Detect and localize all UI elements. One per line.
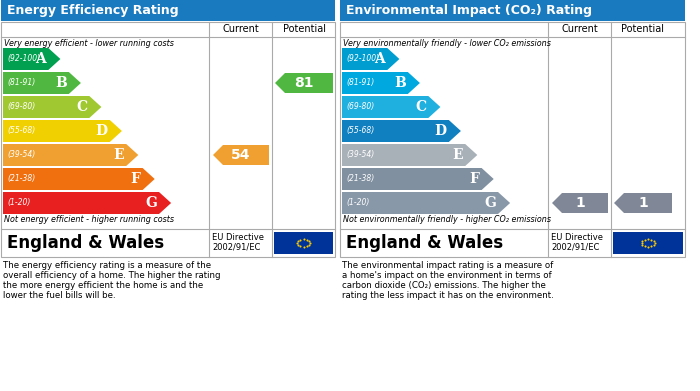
Text: B: B <box>55 76 66 90</box>
Text: Energy Efficiency Rating: Energy Efficiency Rating <box>7 4 178 17</box>
Text: F: F <box>131 172 141 186</box>
Bar <box>274 232 333 254</box>
Text: Potential: Potential <box>622 25 664 34</box>
Text: 1: 1 <box>638 196 648 210</box>
Polygon shape <box>3 72 81 94</box>
Text: Environmental Impact (CO₂) Rating: Environmental Impact (CO₂) Rating <box>346 4 592 17</box>
Text: Current: Current <box>223 25 260 34</box>
Text: (21-38): (21-38) <box>7 174 35 183</box>
Text: (1-20): (1-20) <box>7 199 30 208</box>
Text: (39-54): (39-54) <box>7 151 35 160</box>
Text: (21-38): (21-38) <box>346 174 375 183</box>
Text: overall efficiency of a home. The higher the rating: overall efficiency of a home. The higher… <box>3 271 220 280</box>
Polygon shape <box>342 96 440 118</box>
Text: Very energy efficient - lower running costs: Very energy efficient - lower running co… <box>4 39 174 48</box>
Bar <box>613 232 683 254</box>
Polygon shape <box>342 192 510 214</box>
Text: (39-54): (39-54) <box>346 151 375 160</box>
Text: Very environmentally friendly - lower CO₂ emissions: Very environmentally friendly - lower CO… <box>343 39 551 48</box>
Text: B: B <box>394 76 406 90</box>
Text: lower the fuel bills will be.: lower the fuel bills will be. <box>3 291 116 300</box>
Polygon shape <box>342 120 461 142</box>
Text: The energy efficiency rating is a measure of the: The energy efficiency rating is a measur… <box>3 261 211 270</box>
Text: the more energy efficient the home is and the: the more energy efficient the home is an… <box>3 281 203 290</box>
Polygon shape <box>3 144 139 166</box>
Polygon shape <box>342 48 400 70</box>
Text: F: F <box>470 172 480 186</box>
Bar <box>340 22 685 257</box>
Polygon shape <box>614 193 672 213</box>
Text: The environmental impact rating is a measure of: The environmental impact rating is a mea… <box>342 261 553 270</box>
Text: (81-91): (81-91) <box>7 79 35 88</box>
Text: Current: Current <box>561 25 598 34</box>
Polygon shape <box>3 192 171 214</box>
Bar <box>1 0 335 21</box>
Text: (69-80): (69-80) <box>7 102 35 111</box>
Text: (69-80): (69-80) <box>346 102 375 111</box>
Text: 1: 1 <box>575 196 585 210</box>
Text: EU Directive: EU Directive <box>212 233 264 242</box>
Polygon shape <box>342 168 494 190</box>
Text: a home's impact on the environment in terms of: a home's impact on the environment in te… <box>342 271 552 280</box>
Text: (1-20): (1-20) <box>346 199 370 208</box>
Text: E: E <box>113 148 124 162</box>
Text: 81: 81 <box>294 76 314 90</box>
Text: (55-68): (55-68) <box>346 127 375 136</box>
Text: 2002/91/EC: 2002/91/EC <box>551 242 599 251</box>
Polygon shape <box>3 96 101 118</box>
Text: England & Wales: England & Wales <box>7 234 164 252</box>
Text: G: G <box>484 196 496 210</box>
Text: A: A <box>374 52 385 66</box>
Text: (92-100): (92-100) <box>346 54 379 63</box>
Text: (81-91): (81-91) <box>346 79 375 88</box>
Text: England & Wales: England & Wales <box>346 234 503 252</box>
Text: 2002/91/EC: 2002/91/EC <box>212 242 260 251</box>
Bar <box>1 22 335 257</box>
Text: 54: 54 <box>231 148 251 162</box>
Text: Not environmentally friendly - higher CO₂ emissions: Not environmentally friendly - higher CO… <box>343 215 551 224</box>
Text: Not energy efficient - higher running costs: Not energy efficient - higher running co… <box>4 215 174 224</box>
Polygon shape <box>342 144 477 166</box>
Text: A: A <box>36 52 46 66</box>
Bar <box>340 0 685 21</box>
Polygon shape <box>213 145 269 165</box>
Text: carbon dioxide (CO₂) emissions. The higher the: carbon dioxide (CO₂) emissions. The high… <box>342 281 546 290</box>
Text: G: G <box>145 196 157 210</box>
Text: C: C <box>415 100 426 114</box>
Text: C: C <box>76 100 88 114</box>
Text: (92-100): (92-100) <box>7 54 40 63</box>
Polygon shape <box>275 73 333 93</box>
Text: EU Directive: EU Directive <box>551 233 603 242</box>
Polygon shape <box>552 193 608 213</box>
Polygon shape <box>342 72 420 94</box>
Text: D: D <box>435 124 447 138</box>
Text: rating the less impact it has on the environment.: rating the less impact it has on the env… <box>342 291 554 300</box>
Text: D: D <box>96 124 108 138</box>
Polygon shape <box>3 48 60 70</box>
Polygon shape <box>3 168 155 190</box>
Text: Potential: Potential <box>283 25 326 34</box>
Text: E: E <box>453 148 463 162</box>
Text: (55-68): (55-68) <box>7 127 35 136</box>
Polygon shape <box>3 120 122 142</box>
